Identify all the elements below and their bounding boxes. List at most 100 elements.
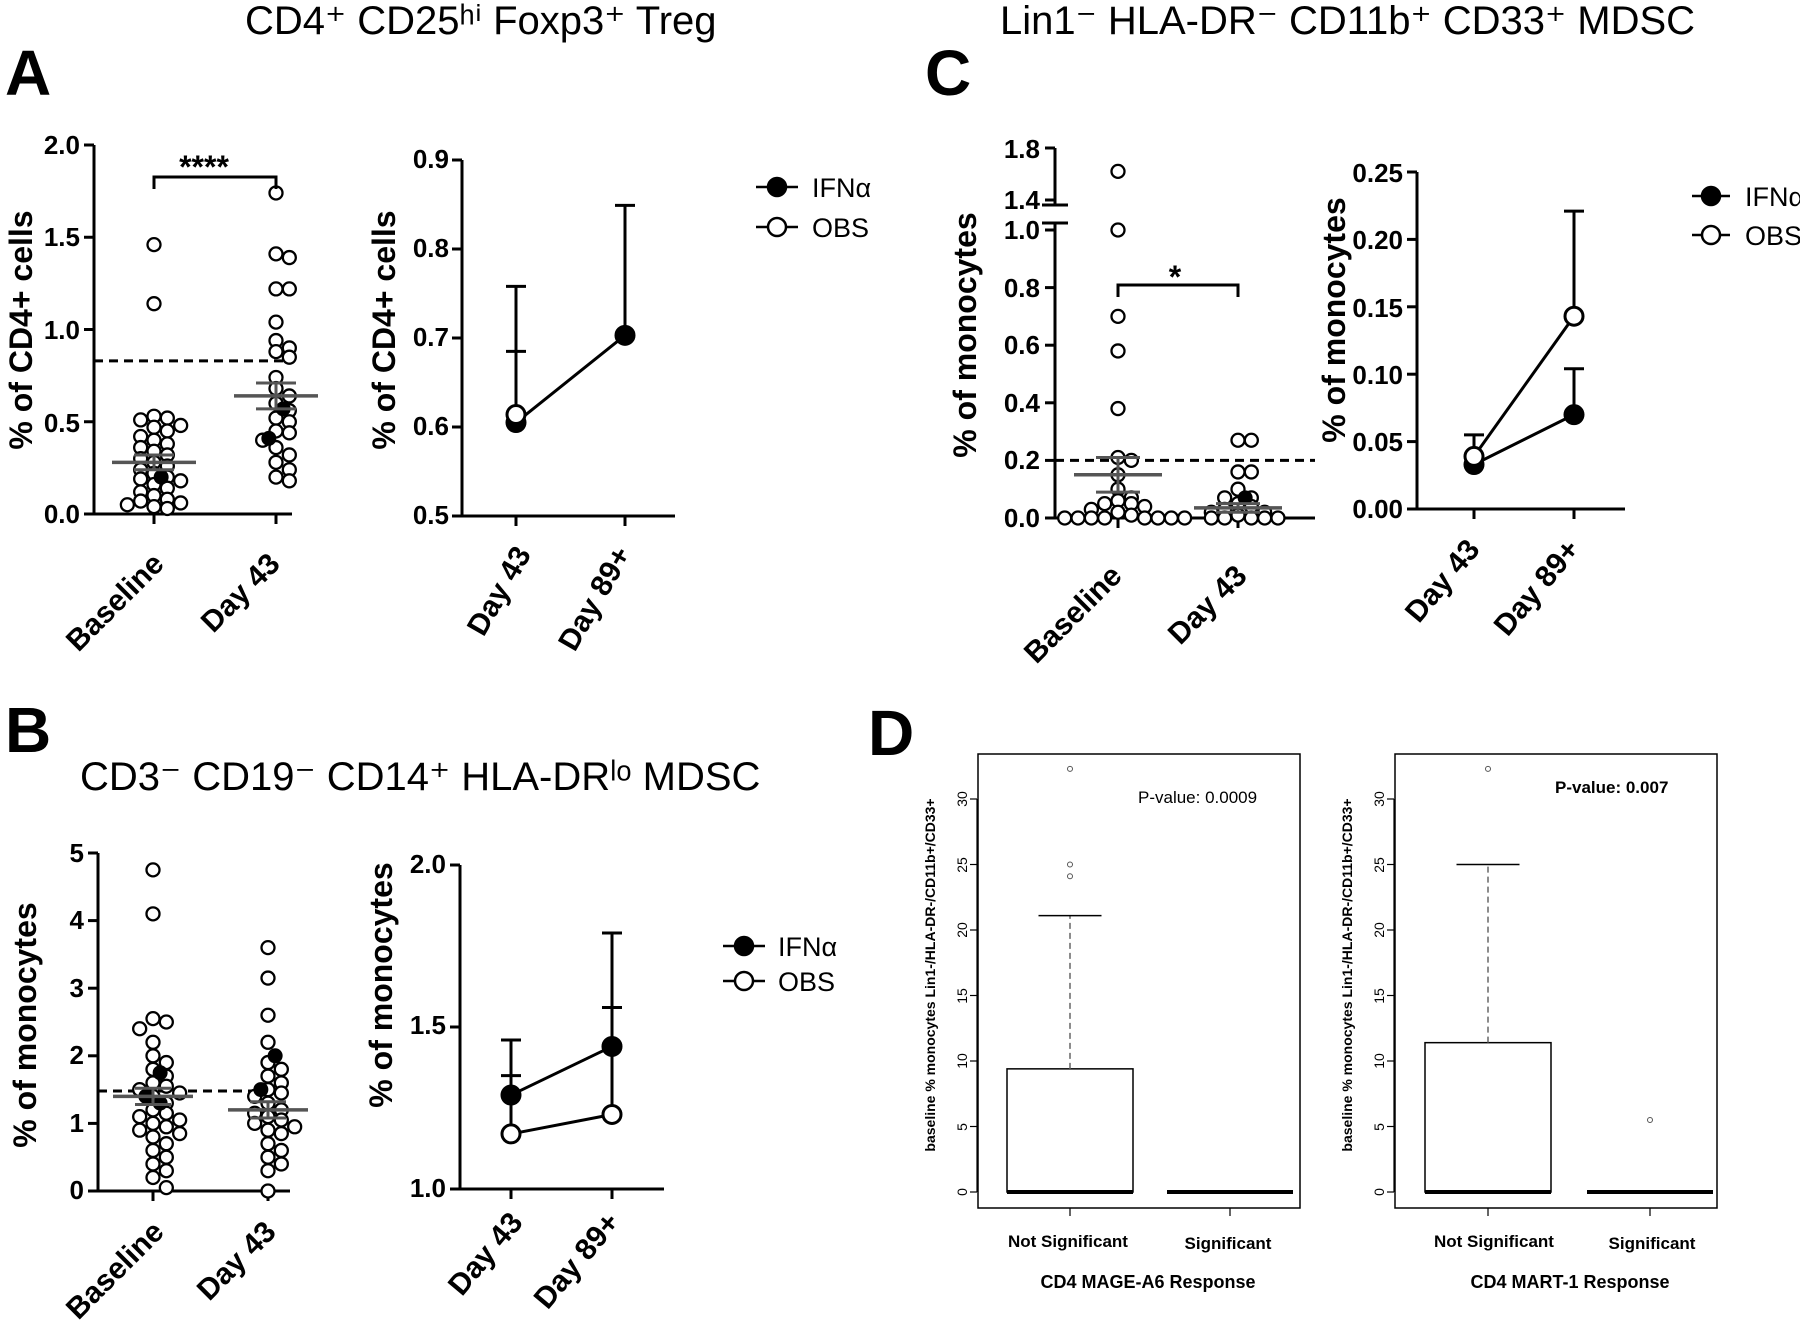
y-axis-label: % of monocytes	[947, 212, 983, 457]
series-marker-open	[505, 404, 527, 426]
data-point-filled	[152, 1065, 168, 1081]
data-point	[172, 417, 189, 434]
x-tick-label: Day 43	[191, 1215, 283, 1307]
data-point	[133, 493, 149, 509]
line-plot: % of CD4+ cells 0.5 0.6 0.7 0.8 0.9 Day …	[366, 144, 675, 656]
data-point	[273, 1112, 289, 1128]
data-point	[1097, 495, 1113, 512]
legend-marker-open	[1700, 224, 1722, 246]
legend-label: IFNα	[778, 932, 837, 962]
y-tick-label: 0.9	[413, 144, 449, 174]
legend-label: OBS	[812, 213, 869, 243]
data-point	[158, 1149, 174, 1165]
plot-frame	[1394, 753, 1718, 1209]
data-point	[1097, 510, 1113, 526]
y-tick-label: 25	[1371, 857, 1387, 873]
y-tick-label: 1.8	[1004, 134, 1040, 164]
y-tick-label: 5	[954, 1123, 970, 1131]
y-axis-label: baseline % monocytes Lin1-/HLA-DR-/CD11b…	[922, 798, 938, 1151]
data-point	[1110, 308, 1126, 325]
series-line	[1473, 413, 1575, 466]
data-point	[159, 410, 175, 426]
y-tick-label: 0.15	[1352, 293, 1403, 323]
data-point	[172, 473, 189, 489]
y-tick-label: 0	[954, 1188, 970, 1196]
data-point	[273, 1142, 289, 1159]
y-tick-label: 1.0	[1004, 215, 1040, 245]
panel-b: B CD3⁻ CD19⁻ CD14⁺ HLA-DRˡᵒ MDSC % of mo…	[5, 694, 837, 1325]
data-point	[268, 454, 284, 470]
y-tick-label: 0	[1371, 1188, 1387, 1196]
data-point	[145, 1115, 161, 1132]
series-marker-filled	[1563, 404, 1585, 426]
data-point	[268, 246, 284, 262]
significance-marker: ****	[179, 149, 229, 185]
data-point	[1070, 510, 1086, 526]
outlier-point	[1067, 861, 1073, 868]
panel-d: D baseline % monocytes Lin1-/HLA-DR-/CD1…	[868, 697, 1718, 1292]
data-point	[1203, 510, 1219, 526]
data-point	[1110, 343, 1126, 359]
y-tick-label: 15	[1371, 988, 1387, 1004]
legend-marker-filled	[766, 176, 788, 198]
data-point	[145, 1142, 161, 1159]
x-tick-label: Day 43	[461, 541, 538, 641]
y-tick-label: 0.5	[44, 408, 80, 438]
y-axis-label: % of CD4+ cells	[366, 210, 402, 449]
x-tick-label: Not Significant	[1008, 1232, 1128, 1251]
y-tick-label: 0.0	[1004, 503, 1040, 533]
series-line	[510, 1045, 613, 1097]
legend: IFNα OBS	[756, 173, 871, 243]
p-value-annotation: P-value: 0.007	[1555, 778, 1668, 797]
data-point	[268, 281, 284, 297]
data-point	[1083, 510, 1099, 526]
legend-marker-open	[766, 216, 788, 238]
y-tick-label: 0.7	[413, 322, 449, 352]
data-point	[1150, 510, 1166, 526]
outlier-point	[1067, 873, 1073, 880]
y-tick-label: 0	[70, 1175, 84, 1205]
y-tick-label: 0.5	[413, 500, 449, 530]
data-point	[1243, 464, 1259, 480]
y-tick-label: 1.0	[410, 1173, 446, 1203]
data-point	[1176, 510, 1193, 526]
data-point	[159, 423, 175, 439]
data-point	[273, 1125, 289, 1142]
data-point	[1110, 504, 1126, 520]
y-axis-label: % of monocytes	[1316, 197, 1352, 442]
data-point	[158, 1014, 174, 1030]
data-point	[145, 1034, 161, 1050]
panel-letter: A	[5, 37, 51, 109]
outlier-point	[1485, 765, 1491, 772]
panel-title: CD4⁺ CD25ʰⁱ Foxp3⁺ Treg	[245, 0, 717, 43]
panel-title: Lin1⁻ HLA-DR⁻ CD11b⁺ CD33⁺ MDSC	[1000, 0, 1695, 43]
data-point	[268, 343, 284, 360]
data-point	[260, 1136, 276, 1152]
series-marker-open	[1563, 305, 1585, 327]
data-point	[268, 314, 284, 330]
scatter-plot: % of monocytes 0.0 0.2 0.4 0.6 0.8 1.0 1…	[947, 134, 1315, 670]
data-point	[1110, 163, 1126, 180]
p-value-annotation: P-value: 0.0009	[1138, 788, 1257, 807]
y-axis-label: baseline % monocytes Lin1-/HLA-DR-/CD11b…	[1339, 798, 1355, 1151]
significance-bracket	[1116, 283, 1240, 297]
data-point	[281, 425, 297, 441]
y-tick-label: 20	[1371, 922, 1387, 938]
data-point	[273, 1156, 289, 1172]
plot-frame	[977, 753, 1301, 1209]
series-marker-open	[601, 1103, 623, 1125]
y-tick-label: 0.8	[1004, 273, 1040, 303]
data-point	[158, 1163, 174, 1179]
data-point	[260, 1034, 276, 1050]
y-tick-label: 30	[1371, 791, 1387, 807]
y-tick-label: 1.5	[44, 222, 80, 252]
series-line	[1472, 315, 1576, 458]
outlier-point	[1647, 1116, 1653, 1123]
x-tick-label: Day 89+	[552, 541, 638, 656]
x-axis-label: CD4 MART-1 Response	[1470, 1272, 1669, 1292]
x-tick-label: Baseline	[1018, 559, 1129, 670]
legend: IFNα OBS	[723, 932, 837, 997]
y-tick-label: 0.20	[1352, 225, 1403, 255]
data-point	[273, 1085, 289, 1101]
x-tick-label: Day 43	[442, 1206, 529, 1301]
